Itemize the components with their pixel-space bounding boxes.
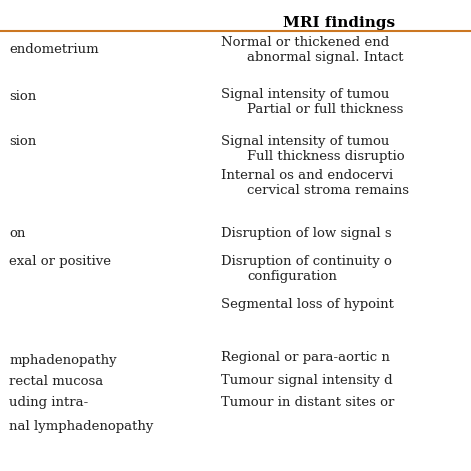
Text: nal lymphadenopathy: nal lymphadenopathy	[9, 420, 154, 433]
Text: Tumour in distant sites or: Tumour in distant sites or	[221, 396, 399, 409]
Text: sion: sion	[9, 90, 37, 103]
Text: rectal mucosa: rectal mucosa	[9, 375, 104, 388]
Text: Partial or full thickness: Partial or full thickness	[247, 103, 408, 116]
Text: MRI findings: MRI findings	[283, 16, 395, 31]
Text: configuration: configuration	[247, 270, 337, 283]
Text: Tumour signal intensity d: Tumour signal intensity d	[221, 374, 397, 387]
Text: on: on	[9, 227, 26, 240]
Text: uding intra-: uding intra-	[9, 396, 89, 409]
Text: Full thickness disruptio: Full thickness disruptio	[247, 150, 409, 163]
Text: cervical stroma remains: cervical stroma remains	[247, 184, 414, 197]
Text: Disruption of low signal s: Disruption of low signal s	[221, 227, 396, 240]
Text: sion: sion	[9, 135, 37, 148]
Text: Segmental loss of hypoint: Segmental loss of hypoint	[221, 298, 398, 311]
Text: exal or positive: exal or positive	[9, 255, 112, 268]
Text: mphadenopathy: mphadenopathy	[9, 354, 117, 367]
Text: Signal intensity of tumou: Signal intensity of tumou	[221, 135, 394, 148]
Text: abnormal signal. Intact: abnormal signal. Intact	[247, 51, 412, 64]
Text: Disruption of continuity o: Disruption of continuity o	[221, 255, 397, 268]
Text: endometrium: endometrium	[9, 43, 99, 56]
Text: Regional or para-aortic n: Regional or para-aortic n	[221, 351, 395, 365]
Text: Normal or thickened end: Normal or thickened end	[221, 36, 390, 49]
Text: Signal intensity of tumou: Signal intensity of tumou	[221, 88, 394, 101]
Text: Internal os and endocervi: Internal os and endocervi	[221, 169, 398, 182]
